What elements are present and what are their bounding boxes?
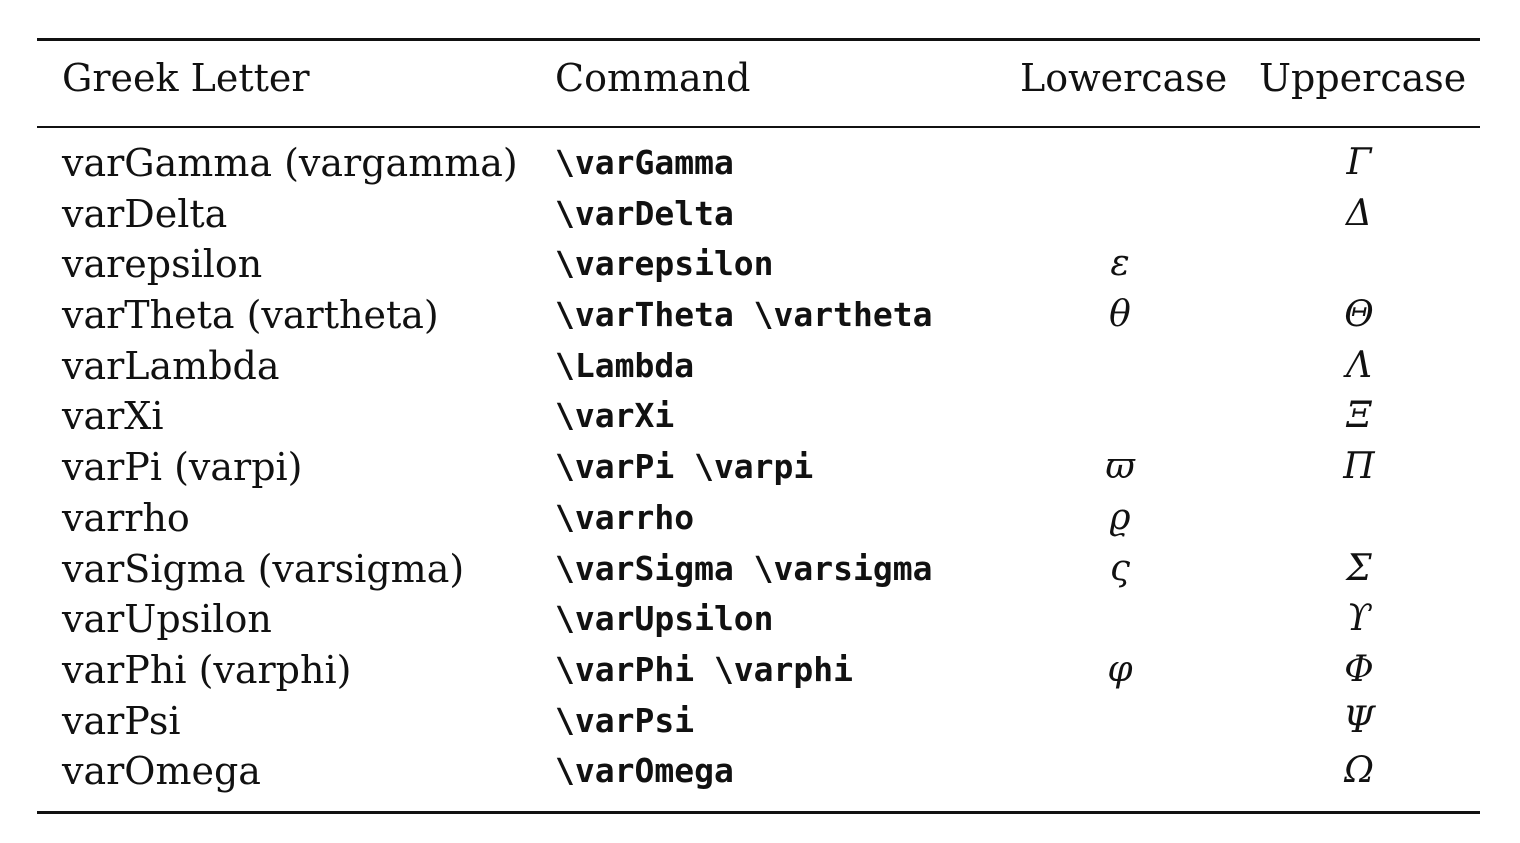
row-lowercase-symbol: θ <box>1109 294 1131 336</box>
table-row: varepsilon \varepsilon ε <box>37 239 1480 290</box>
row-letter-name: varOmega <box>62 749 261 794</box>
row-letter-name: varSigma (varsigma) <box>62 546 465 591</box>
row-command: \varepsilon <box>555 244 774 284</box>
table-row: varPsi \varPsi Ψ <box>37 696 1480 747</box>
table-row: varOmega \varOmega Ω <box>37 746 1480 797</box>
row-command: \varXi <box>555 396 675 436</box>
row-uppercase-symbol: Ψ <box>1343 699 1375 741</box>
row-command: \varUpsilon <box>555 599 774 639</box>
row-uppercase-symbol: Γ <box>1346 142 1372 183</box>
row-uppercase-symbol: Ω <box>1344 750 1374 792</box>
row-letter-name: varepsilon <box>62 242 263 287</box>
table-row: varTheta (vartheta) \varTheta \vartheta … <box>37 290 1480 341</box>
table-row: varGamma (vargamma) \varGamma Γ <box>37 138 1480 189</box>
row-command: \varSigma \varsigma <box>555 548 933 588</box>
row-lowercase-symbol: φ <box>1107 648 1133 690</box>
table-row: varLambda \Lambda Λ <box>37 341 1480 392</box>
row-letter-name: varGamma (vargamma) <box>62 141 518 185</box>
row-uppercase-symbol: Π <box>1343 446 1375 488</box>
table-row: varXi \varXi Ξ <box>37 391 1480 442</box>
row-uppercase-symbol: Θ <box>1344 294 1374 336</box>
header-lowercase: Lowercase <box>1020 56 1228 100</box>
row-letter-name: varrho <box>62 495 190 540</box>
table-row: varDelta \varDelta Δ <box>37 189 1480 240</box>
row-uppercase-symbol: Φ <box>1344 648 1374 690</box>
row-letter-name: varXi <box>62 394 164 439</box>
row-command: \varPi \varpi <box>555 447 814 487</box>
table-row: varSigma (varsigma) \varSigma \varsigma … <box>37 544 1480 595</box>
row-lowercase-symbol: ϱ <box>1109 496 1131 538</box>
row-letter-name: varDelta <box>62 191 228 236</box>
row-uppercase-symbol: Λ <box>1346 344 1372 386</box>
row-command: \varPsi <box>555 700 695 740</box>
row-letter-name: varTheta (vartheta) <box>62 293 439 338</box>
row-uppercase-symbol: Ξ <box>1346 395 1372 437</box>
row-command: \varrho <box>555 497 695 537</box>
header-uppercase: Uppercase <box>1259 56 1467 100</box>
row-lowercase-symbol: ϖ <box>1105 446 1135 488</box>
table-row: varPi (varpi) \varPi \varpi ϖ Π <box>37 442 1480 493</box>
header-command: Command <box>555 56 751 100</box>
row-command: \varTheta \vartheta <box>555 295 933 335</box>
row-command: \Lambda <box>555 345 695 385</box>
table-row: varrho \varrho ϱ <box>37 493 1480 544</box>
row-uppercase-symbol: Σ <box>1346 547 1372 589</box>
row-command: \varDelta <box>555 193 734 233</box>
table-top-rule <box>37 38 1480 41</box>
table-row: varUpsilon \varUpsilon ϒ <box>37 594 1480 645</box>
row-lowercase-symbol: ε <box>1110 243 1130 285</box>
row-letter-name: varPi (varpi) <box>62 445 303 490</box>
header-greek-letter: Greek Letter <box>62 56 310 100</box>
table-row: varPhi (varphi) \varPhi \varphi φ Φ <box>37 645 1480 696</box>
row-letter-name: varUpsilon <box>62 597 272 642</box>
greek-letter-table: Greek Letter Command Lowercase Uppercase… <box>37 38 1480 814</box>
table-header-rule <box>37 126 1480 128</box>
table-body: varGamma (vargamma) \varGamma Γ varDelta… <box>37 138 1480 797</box>
row-uppercase-symbol: Δ <box>1346 192 1372 234</box>
row-uppercase-symbol: ϒ <box>1346 598 1372 640</box>
row-lowercase-symbol: ς <box>1109 547 1131 589</box>
table-header-row: Greek Letter Command Lowercase Uppercase <box>37 53 1480 111</box>
table-bottom-rule <box>37 810 1480 814</box>
row-command: \varPhi \varphi <box>555 649 854 689</box>
row-command: \varGamma <box>555 143 734 182</box>
row-letter-name: varPsi <box>62 698 181 743</box>
row-command: \varOmega <box>555 751 734 791</box>
row-letter-name: varLambda <box>62 343 280 388</box>
row-letter-name: varPhi (varphi) <box>62 647 352 692</box>
